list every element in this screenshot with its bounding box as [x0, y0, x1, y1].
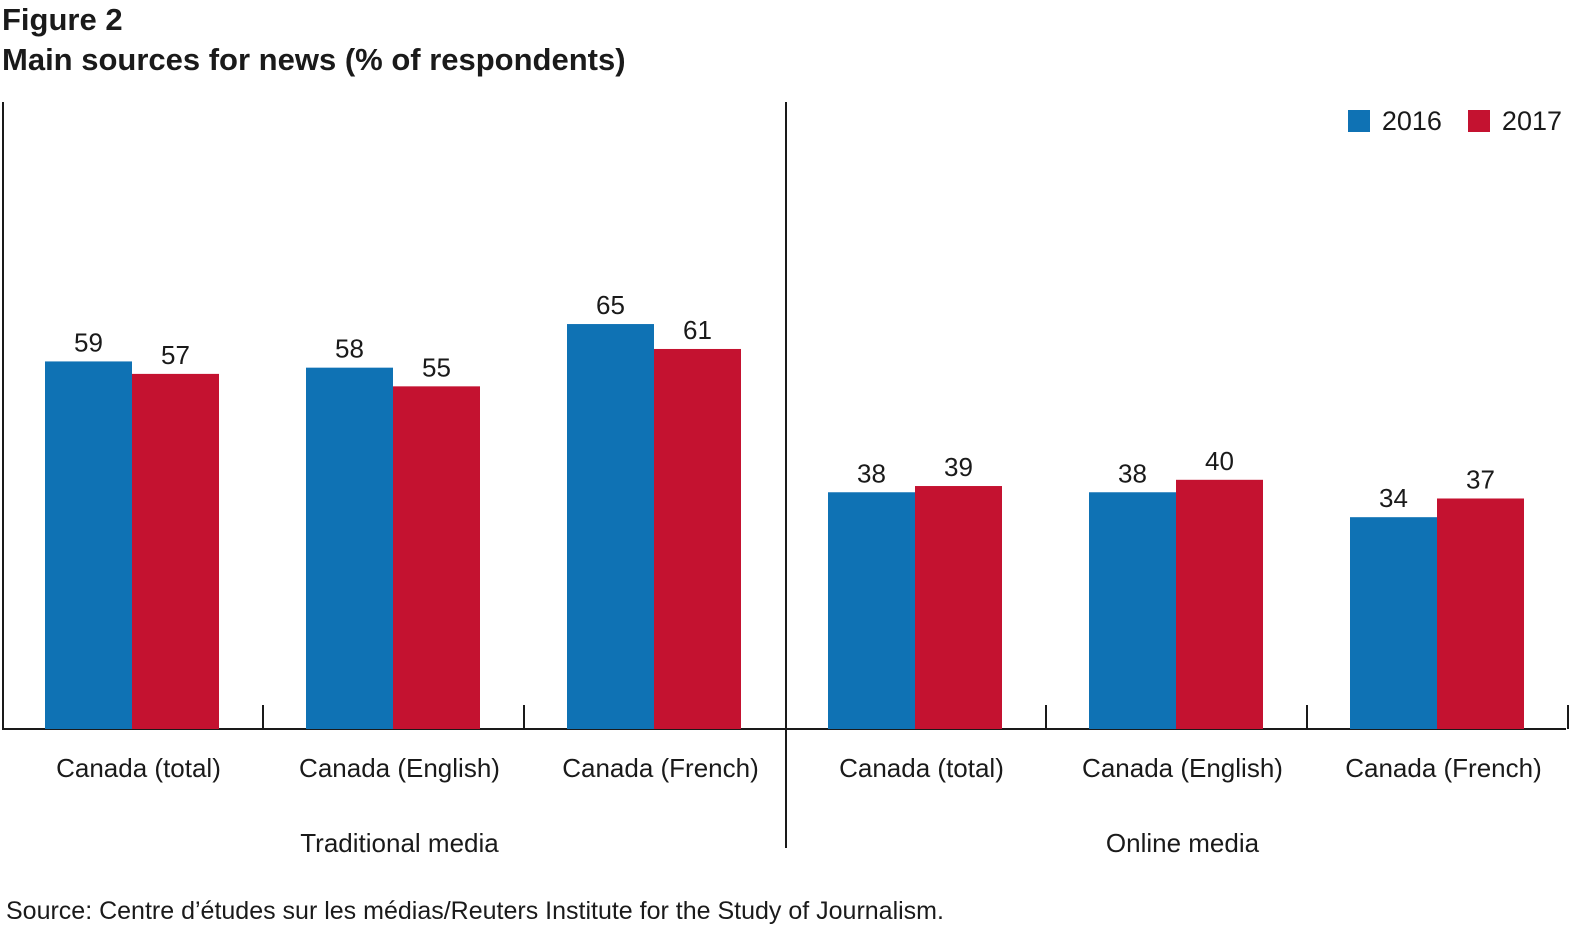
legend-label-2016: 2016	[1381, 106, 1442, 136]
group-label-1: Traditional media	[300, 828, 499, 858]
category-label-5: Canada (English)	[1082, 753, 1283, 783]
data-label-2017-4: 39	[944, 452, 973, 482]
chart-title: Main sources for news (% of respondents)	[2, 42, 626, 77]
legend-label-2017: 2017	[1501, 106, 1562, 136]
bar-2016-6	[1350, 517, 1437, 729]
bar-2017-1	[132, 373, 219, 729]
legend-swatch-2016	[1347, 110, 1370, 132]
data-label-2017-5: 40	[1205, 446, 1234, 476]
data-label-2017-3: 61	[683, 315, 712, 345]
data-label-2017-2: 55	[422, 352, 451, 382]
data-label-2016-2: 58	[335, 334, 364, 364]
bar-2016-1	[45, 361, 132, 729]
bar-2017-6	[1437, 498, 1524, 729]
figure-label: Figure 2	[2, 2, 123, 37]
legend-swatch-2017	[1467, 110, 1490, 132]
legend-item-2017: 2017	[1467, 106, 1562, 136]
group-label-2: Online media	[1106, 828, 1260, 858]
data-label-2017-6: 37	[1466, 464, 1495, 494]
data-label-2017-1: 57	[161, 340, 190, 370]
data-label-2016-1: 59	[74, 327, 103, 357]
category-label-4: Canada (total)	[839, 753, 1004, 783]
chart-legend: 2016 2017	[1347, 106, 1562, 136]
bar-2017-5	[1176, 479, 1263, 729]
data-label-2016-5: 38	[1118, 458, 1147, 488]
bar-2017-3	[654, 348, 741, 729]
bar-2016-5	[1089, 492, 1176, 729]
category-label-1: Canada (total)	[56, 753, 221, 783]
legend-item-2016: 2016	[1347, 106, 1442, 136]
category-label-6: Canada (French)	[1345, 753, 1542, 783]
bar-chart: 59 58 65 38 38 34 57 55 61 39 40 37 Canada (total) Ca…	[2, 102, 1569, 858]
data-label-2016-4: 38	[857, 458, 886, 488]
data-label-2016-3: 65	[596, 290, 625, 320]
bar-2016-4	[828, 492, 915, 729]
category-label-2: Canada (English)	[299, 753, 500, 783]
bar-2017-4	[915, 486, 1002, 729]
bar-2016-2	[306, 367, 393, 729]
bar-2017-2	[393, 386, 480, 729]
category-label-3: Canada (French)	[562, 753, 759, 783]
source-note: Source: Centre d’études sur les médias/R…	[6, 897, 944, 925]
data-label-2016-6: 34	[1379, 483, 1408, 513]
bar-2016-3	[567, 324, 654, 729]
